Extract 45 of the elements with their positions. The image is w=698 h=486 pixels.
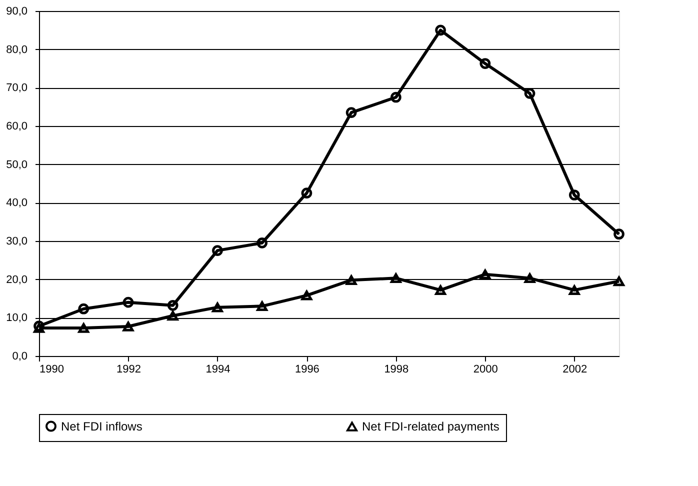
point [212,302,223,312]
point [78,323,90,333]
x-tick-label: 2000 [473,364,498,376]
point [34,323,44,333]
point [480,269,491,280]
point [435,285,446,295]
point [435,24,446,36]
point [167,310,178,321]
point [524,88,536,99]
point [256,237,268,248]
point [390,92,402,103]
point [122,322,134,332]
y-tick-label: 40,0 [6,197,28,210]
point [614,276,624,286]
y-tick-label: 0,0 [12,350,28,362]
legend-label: Net FDI inflows [61,419,142,434]
point [480,58,491,69]
x-tick-label: 1992 [116,364,141,376]
y-tick-label: 10,0 [6,312,28,324]
x-tick-label: 1994 [206,364,230,376]
y-tick-label: 50,0 [6,158,28,171]
x-tick-label: 1990 [40,364,64,376]
point [524,273,536,284]
x-tick-label: 2002 [562,364,588,376]
point [212,245,223,256]
y-tick-label: 70,0 [6,82,28,94]
y-tick-label: 90,0 [6,6,28,18]
y-tick-label: 20,0 [6,274,28,286]
point [346,275,357,285]
point [390,273,402,284]
point [301,188,312,199]
point [568,190,580,200]
point [568,285,580,295]
point [167,300,178,311]
x-tick-label: 1996 [294,364,320,376]
y-tick-label: 80,0 [6,44,28,56]
y-tick-label: 60,0 [6,120,28,132]
legend-label: Net FDI-related payments [362,420,500,434]
point [122,296,134,308]
point [346,107,357,118]
x-tick-label: 1998 [384,364,409,376]
point [301,290,312,300]
y-tick-label: 30,0 [6,236,28,248]
point [78,303,90,314]
point [256,301,268,312]
